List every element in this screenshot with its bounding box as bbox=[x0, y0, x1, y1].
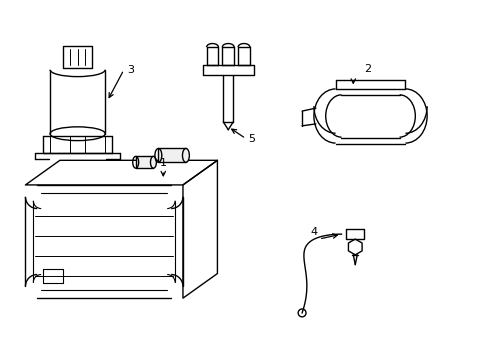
Polygon shape bbox=[136, 156, 153, 168]
Text: 4: 4 bbox=[310, 227, 317, 237]
Text: 5: 5 bbox=[247, 134, 254, 144]
Text: 2: 2 bbox=[364, 64, 371, 74]
Ellipse shape bbox=[182, 148, 189, 162]
Text: 1: 1 bbox=[160, 158, 166, 168]
Ellipse shape bbox=[150, 156, 156, 168]
Text: 3: 3 bbox=[126, 65, 134, 75]
Polygon shape bbox=[158, 148, 185, 162]
